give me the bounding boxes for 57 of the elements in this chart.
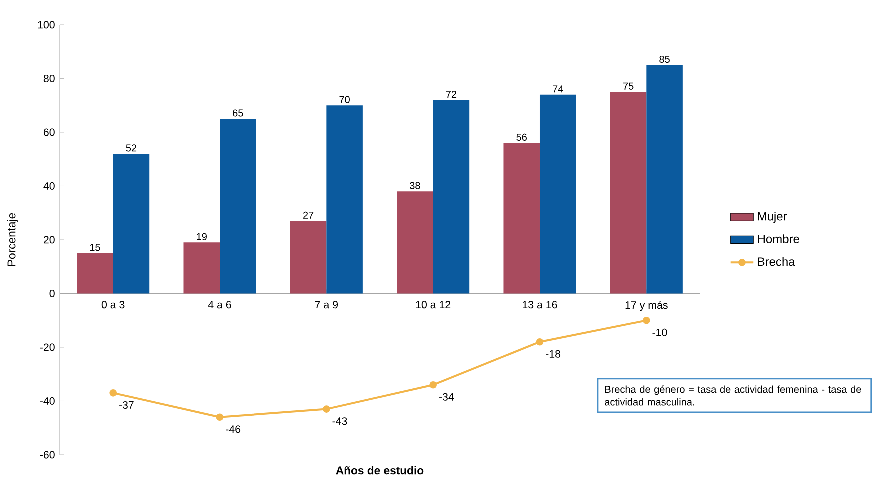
x-axis-title: Años de estudio [336, 466, 424, 475]
y-tick-label: 0 [50, 290, 55, 298]
data-label: -37 [119, 401, 134, 409]
data-label: 56 [516, 134, 527, 141]
y-tick-label: 40 [44, 182, 55, 190]
x-tick-label: 10 a 12 [416, 301, 451, 309]
data-label: -10 [652, 328, 668, 336]
data-label: -46 [226, 426, 241, 434]
point [642, 316, 650, 324]
y-tick-label: 20 [44, 236, 55, 244]
data-label: 65 [233, 110, 244, 117]
data-label: 72 [446, 90, 457, 98]
annotation: Brecha de género = tasa de actividad femenina - tasa de actividad masculina. [605, 386, 862, 406]
data-label: 19 [197, 233, 207, 240]
data-label: 15 [90, 244, 100, 252]
bar [77, 253, 114, 294]
data-label: 74 [553, 86, 564, 93]
bar [397, 192, 434, 294]
legend-label: Hombre [758, 234, 800, 244]
x-tick-label: 0 a 3 [102, 301, 125, 309]
y-axis-title: Porcentaje [7, 213, 18, 266]
bar [504, 143, 540, 294]
point [110, 390, 118, 397]
data-label: 27 [303, 212, 314, 219]
bar [540, 94, 576, 294]
x-tick-label: 17 y más [626, 301, 668, 312]
data-label: 70 [340, 96, 350, 104]
bar [610, 92, 647, 294]
point [430, 381, 437, 389]
point [536, 338, 544, 346]
y-tick-label: 100 [38, 21, 55, 29]
y-tick-label: 80 [44, 74, 55, 83]
y-tick-label: 60 [44, 128, 55, 136]
y-tick-label: -60 [40, 451, 55, 459]
data-label: -18 [546, 350, 561, 358]
bar [184, 242, 220, 294]
legend-label: Mujer [758, 212, 788, 224]
data-label: 38 [410, 182, 420, 190]
bar [326, 106, 363, 294]
point [323, 406, 330, 413]
data-label: -43 [332, 418, 348, 426]
bar [290, 221, 327, 294]
bar [433, 100, 470, 294]
data-label: 75 [623, 82, 634, 90]
y-tick-label: -40 [40, 397, 55, 406]
y-tick-label: -20 [40, 344, 55, 352]
x-tick-label: 7 a 9 [315, 301, 338, 309]
bar [220, 119, 256, 294]
bar [646, 65, 683, 294]
data-label: 52 [126, 144, 137, 152]
x-tick-label: 13 a 16 [523, 301, 558, 309]
data-label: 85 [660, 56, 670, 64]
point [216, 414, 224, 422]
data-label: -34 [439, 393, 454, 401]
legend-label: Brecha [758, 257, 796, 266]
bar [113, 154, 150, 294]
x-tick-label: 4 a 6 [208, 301, 232, 309]
